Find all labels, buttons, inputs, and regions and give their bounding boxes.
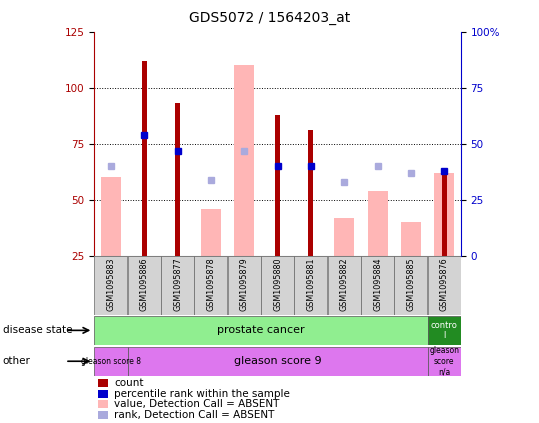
Bar: [427, 256, 461, 315]
Text: gleason
score
n/a: gleason score n/a: [429, 346, 459, 376]
Bar: [142, 61, 147, 256]
Bar: [175, 104, 180, 256]
Bar: [128, 347, 427, 376]
Text: GSM1095878: GSM1095878: [206, 258, 216, 311]
Text: GSM1095882: GSM1095882: [340, 258, 349, 311]
Text: GSM1095883: GSM1095883: [107, 258, 115, 311]
Bar: [94, 347, 128, 376]
Bar: [434, 173, 454, 256]
Text: GSM1095886: GSM1095886: [140, 258, 149, 311]
Text: count: count: [114, 379, 143, 388]
Bar: [328, 256, 361, 315]
Text: contro
l: contro l: [431, 321, 458, 340]
Bar: [361, 256, 394, 315]
Bar: [201, 209, 221, 256]
Text: GSM1095880: GSM1095880: [273, 258, 282, 311]
Bar: [368, 191, 388, 256]
Bar: [427, 316, 461, 345]
Bar: [308, 130, 313, 256]
Text: GSM1095879: GSM1095879: [240, 258, 249, 311]
Bar: [101, 178, 121, 256]
Bar: [261, 256, 294, 315]
Bar: [294, 256, 327, 315]
Bar: [195, 256, 227, 315]
Bar: [427, 347, 461, 376]
Bar: [98, 379, 107, 387]
Text: GDS5072 / 1564203_at: GDS5072 / 1564203_at: [189, 11, 350, 25]
Bar: [98, 390, 107, 398]
Text: value, Detection Call = ABSENT: value, Detection Call = ABSENT: [114, 399, 280, 409]
Text: GSM1095877: GSM1095877: [173, 258, 182, 311]
Bar: [395, 256, 427, 315]
Bar: [401, 222, 421, 256]
Bar: [441, 173, 447, 256]
Text: other: other: [3, 356, 31, 366]
Text: prostate cancer: prostate cancer: [217, 325, 305, 335]
Bar: [228, 256, 261, 315]
Text: GSM1095881: GSM1095881: [306, 258, 315, 311]
Text: gleason score 8: gleason score 8: [81, 357, 141, 366]
Bar: [94, 256, 128, 315]
Bar: [161, 256, 194, 315]
Bar: [128, 256, 161, 315]
Text: gleason score 9: gleason score 9: [234, 356, 321, 366]
Text: GSM1095885: GSM1095885: [406, 258, 416, 311]
Text: percentile rank within the sample: percentile rank within the sample: [114, 389, 290, 399]
Text: GSM1095884: GSM1095884: [373, 258, 382, 311]
Bar: [234, 66, 254, 256]
Text: rank, Detection Call = ABSENT: rank, Detection Call = ABSENT: [114, 409, 274, 420]
Text: GSM1095876: GSM1095876: [440, 258, 448, 311]
Text: disease state: disease state: [3, 325, 72, 335]
Bar: [98, 400, 107, 408]
Bar: [334, 218, 354, 256]
Bar: [98, 411, 107, 419]
Bar: [275, 115, 280, 256]
